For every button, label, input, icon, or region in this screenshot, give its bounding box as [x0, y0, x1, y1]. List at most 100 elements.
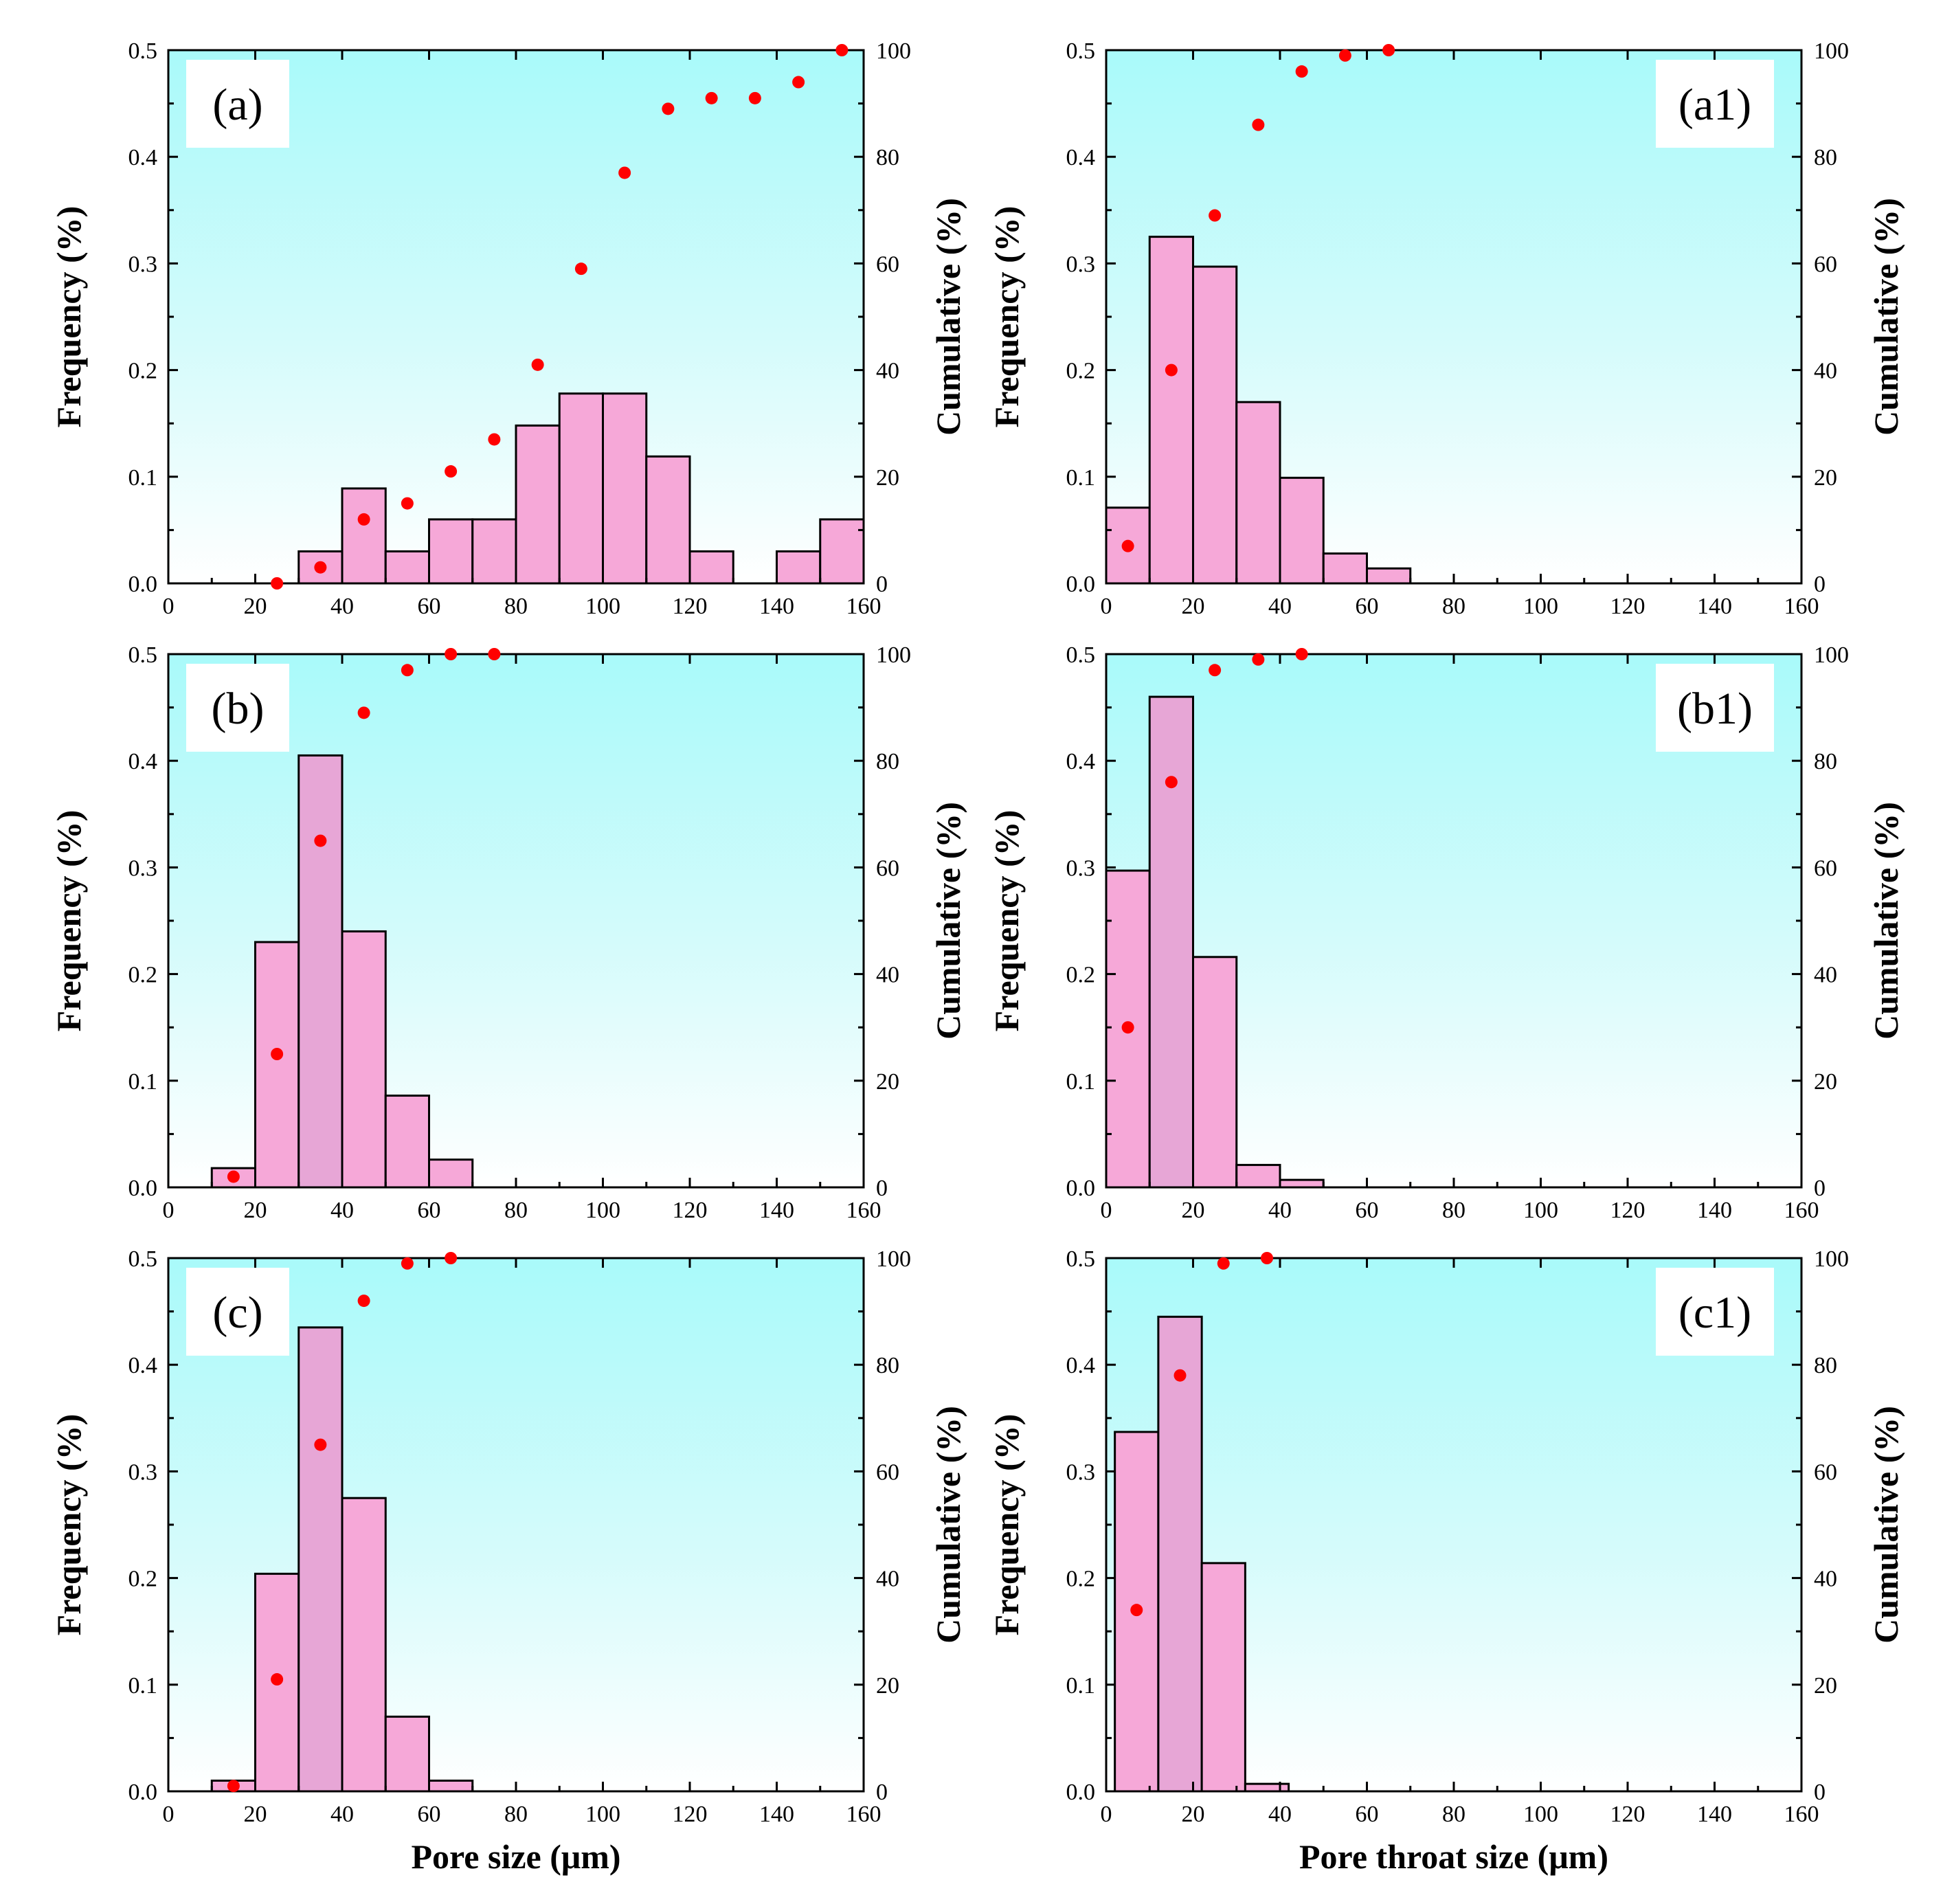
y2-tick-label: 60 [1814, 251, 1837, 277]
y-tick-label: 0.1 [128, 465, 158, 491]
x-tick-label: 40 [1268, 594, 1292, 619]
y-tick-label: 0.1 [1066, 465, 1096, 491]
histogram-bar [384, 1095, 430, 1189]
panels: 0 20 40 60 80 100 120 140 160 0.0 0.1 0.2 0.3 0.4 0.5 0… [49, 38, 1905, 1876]
y-tick-label: 0.2 [1066, 963, 1096, 988]
cumulative-point [1295, 648, 1308, 660]
y2-tick-label: 0 [1814, 1780, 1826, 1805]
x-tick-label: 160 [1784, 594, 1819, 619]
y2-tick-label: 20 [1814, 1069, 1837, 1095]
x-tick-label: 100 [585, 1802, 620, 1827]
y2-tick-label: 80 [1814, 145, 1837, 170]
x-tick-label: 60 [1356, 1198, 1379, 1223]
x-tick-label: 80 [1442, 1198, 1465, 1223]
histogram-bar [428, 1779, 474, 1793]
y2-tick-label: 20 [876, 1069, 899, 1095]
histogram-bar [558, 392, 604, 585]
y-tick-label: 0.1 [128, 1069, 158, 1095]
histogram-bar [776, 550, 822, 585]
x-axis-title: Pore size (μm) [411, 1837, 620, 1876]
y2-axis-title: Cumulative (%) [1867, 198, 1905, 436]
x-tick-label: 140 [1697, 1802, 1732, 1827]
x-tick-label: 160 [846, 594, 881, 619]
x-tick-label: 80 [504, 594, 528, 619]
y2-tick-label: 100 [1814, 38, 1849, 64]
y-tick-label: 0.5 [128, 1246, 158, 1272]
cumulative-point [662, 102, 675, 115]
y-tick-label: 0.4 [1066, 145, 1096, 170]
y2-tick-label: 0 [1814, 1176, 1826, 1201]
cumulative-point [271, 577, 284, 590]
x-tick-label: 100 [1523, 594, 1558, 619]
y2-tick-label: 80 [876, 1353, 899, 1378]
x-tick-label: 20 [244, 594, 267, 619]
y-tick-label: 0.1 [1066, 1069, 1096, 1095]
histogram-bar [1235, 1163, 1281, 1189]
panel-label: (a1) [1678, 80, 1751, 130]
cumulative-point [271, 1048, 284, 1060]
panel-label-box [1656, 664, 1774, 752]
y2-tick-label: 100 [1814, 1246, 1849, 1272]
y-tick-label: 0.2 [1066, 359, 1096, 384]
histogram-bar [688, 550, 734, 585]
cumulative-point [445, 1252, 458, 1264]
x-tick-label: 0 [163, 594, 175, 619]
cumulative-point [618, 166, 631, 179]
y2-tick-label: 40 [876, 359, 899, 384]
histogram-bar [515, 424, 561, 585]
y-axis-title: Frequency (%) [987, 810, 1026, 1032]
x-tick-label: 60 [1356, 1802, 1379, 1827]
cumulative-point [1209, 209, 1222, 222]
y-tick-label: 0.5 [1066, 1246, 1096, 1272]
cumulative-point [748, 91, 761, 104]
y-tick-label: 0.0 [1066, 1780, 1096, 1805]
x-tick-label: 20 [1182, 1198, 1205, 1223]
histogram-bar [341, 487, 387, 585]
cumulative-point [401, 497, 414, 510]
y2-tick-label: 20 [1814, 1673, 1837, 1699]
y-tick-label: 0.0 [1066, 572, 1096, 597]
x-tick-label: 40 [1268, 1802, 1292, 1827]
histogram-bar [645, 455, 691, 585]
y2-tick-label: 20 [876, 465, 899, 491]
y2-axis-title: Cumulative (%) [1867, 802, 1905, 1040]
y-tick-label: 0.1 [1066, 1673, 1096, 1699]
y-tick-label: 0.3 [1066, 1459, 1096, 1485]
cumulative-point [314, 834, 327, 847]
x-tick-label: 100 [1523, 1802, 1558, 1827]
cumulative-point [401, 1257, 414, 1270]
y2-tick-label: 60 [1814, 1459, 1837, 1485]
y2-tick-label: 40 [876, 963, 899, 988]
histogram-bar [1192, 265, 1238, 585]
y-tick-label: 0.3 [1066, 855, 1096, 881]
y-tick-label: 0.0 [128, 1176, 158, 1201]
cumulative-point [1295, 65, 1308, 78]
x-tick-label: 120 [673, 1198, 708, 1223]
y-tick-label: 0.2 [1066, 1567, 1096, 1592]
y2-axis-title: Cumulative (%) [929, 198, 967, 436]
cumulative-point [1165, 363, 1178, 377]
y-tick-label: 0.3 [128, 251, 158, 277]
x-tick-label: 40 [330, 1198, 354, 1223]
x-tick-label: 160 [846, 1198, 881, 1223]
y-tick-label: 0.5 [1066, 38, 1096, 64]
y-axis-title: Frequency (%) [987, 1414, 1026, 1636]
histogram-bar [1148, 236, 1194, 585]
y2-tick-label: 60 [876, 251, 899, 277]
histogram-bar [1366, 567, 1412, 585]
y2-tick-label: 100 [876, 1246, 911, 1272]
x-tick-label: 40 [330, 1802, 354, 1827]
panel-label-box [186, 1268, 289, 1356]
panel-label-box [186, 664, 289, 752]
histogram-bar [384, 1715, 430, 1793]
x-tick-label: 140 [759, 1198, 794, 1223]
x-tick-label: 100 [1523, 1198, 1558, 1223]
x-tick-label: 120 [673, 594, 708, 619]
histogram-bar [428, 1158, 474, 1189]
y2-tick-label: 0 [1814, 572, 1826, 597]
histogram-bar [1192, 956, 1238, 1189]
x-tick-label: 80 [504, 1802, 528, 1827]
y-tick-label: 0.2 [128, 359, 158, 384]
y-axis-title: Frequency (%) [49, 810, 88, 1032]
